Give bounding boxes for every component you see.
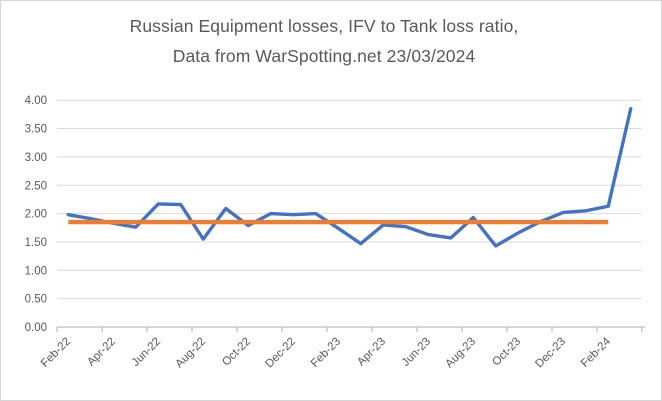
chart-title-line-2: Data from WarSpotting.net 23/03/2024	[172, 46, 476, 66]
y-tick-label: 4.00	[25, 95, 47, 107]
data-series-line	[66, 106, 633, 248]
x-tick-label: Oct-23	[490, 336, 523, 369]
x-tick-label: Aug-22	[173, 336, 208, 371]
x-tick-label: Feb-22	[39, 336, 73, 370]
y-tick-label: 0.50	[25, 294, 47, 306]
chart-title: Russian Equipment losses, IFV to Tank lo…	[1, 11, 647, 71]
x-tick-label: Dec-22	[263, 336, 298, 371]
y-tick-label: 0.00	[25, 322, 47, 334]
x-tick-label: Oct-22	[220, 336, 253, 369]
x-tick-label: Feb-24	[579, 335, 614, 370]
chart-title-line-1: Russian Equipment losses, IFV to Tank lo…	[129, 16, 519, 36]
y-tick-label: 1.50	[25, 237, 47, 249]
y-tick-label: 2.00	[25, 209, 47, 221]
y-tick-label: 3.50	[25, 124, 47, 136]
x-tick-label: Jun-22	[130, 336, 163, 369]
y-tick-label: 1.00	[25, 265, 47, 277]
x-tick-label: Aug-23	[443, 336, 478, 371]
y-tick-label: 2.50	[25, 180, 47, 192]
x-tick-label: Dec-23	[533, 336, 568, 371]
x-tick-label: Apr-23	[355, 336, 388, 369]
y-tick-label: 3.00	[25, 152, 47, 164]
x-tick-label: Apr-22	[85, 336, 118, 369]
x-tick-label: Feb-23	[309, 336, 343, 370]
x-tick-label: Jun-23	[400, 336, 433, 369]
